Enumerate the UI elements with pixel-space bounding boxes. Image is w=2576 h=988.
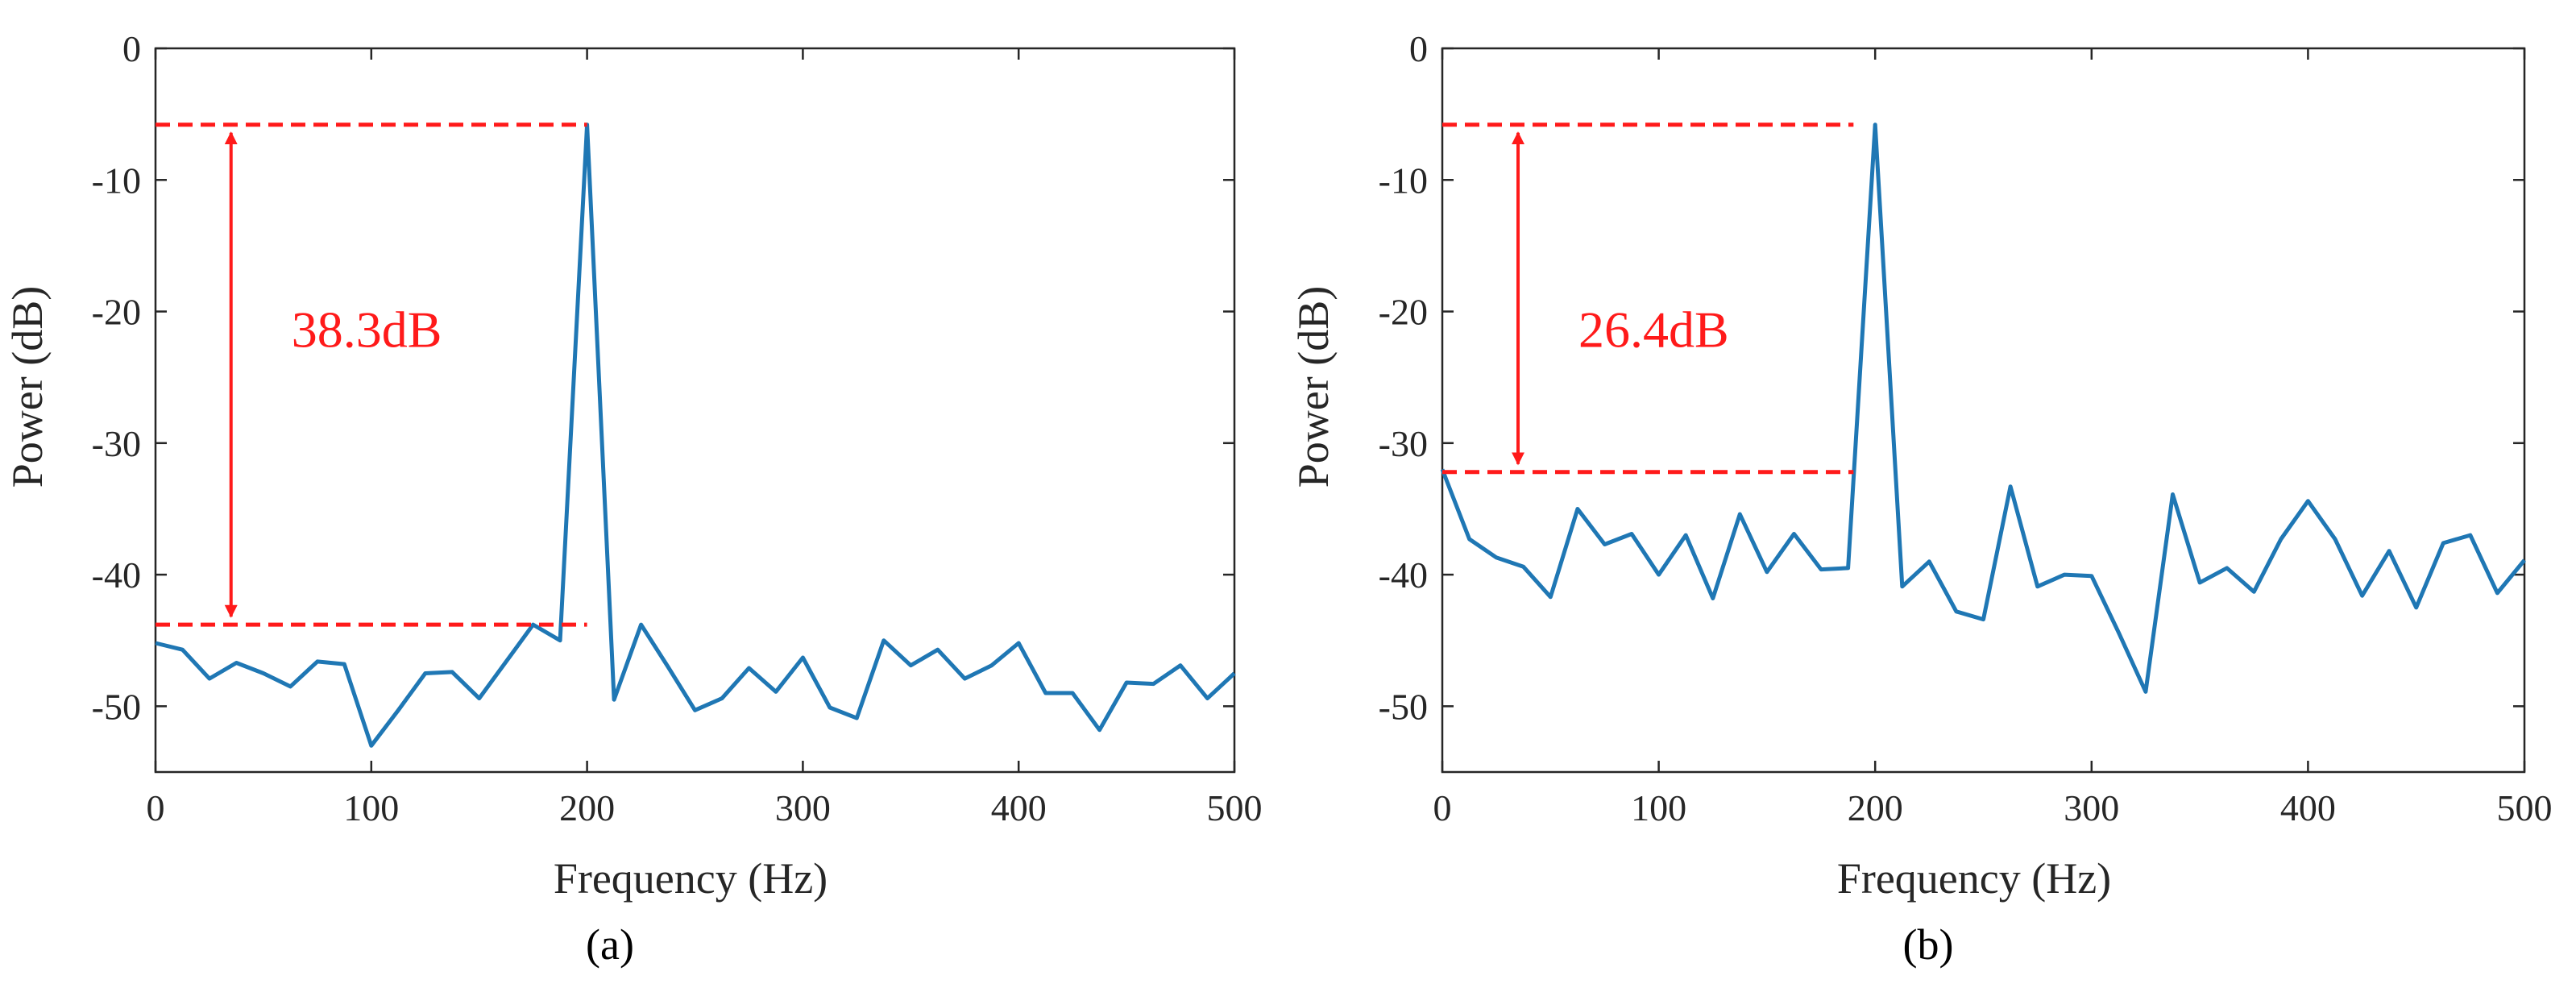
y-axis-label-b: Power (dB)	[1289, 286, 1338, 488]
y-tick-label-b: -50	[1379, 686, 1428, 727]
series-line-b	[1440, 122, 2526, 694]
y-axis-label-a: Power (dB)	[3, 286, 52, 488]
series-line-a	[155, 122, 1236, 748]
chart-panel-a: 0 100 200 300 400 500 0 -10 -20 -30 -40 -50 38.3dB P…	[3, 28, 1263, 969]
x-tick-label-b: 100	[1631, 787, 1686, 828]
y-tick-label-a: -50	[92, 686, 141, 727]
x-tick-label-b: 200	[1848, 787, 1903, 828]
plot-area-a: 0 100 200 300 400 500 0 -10 -20 -30 -40 -50 38.3dB	[92, 28, 1263, 828]
y-tick-label-a: 0	[122, 28, 141, 69]
x-tick-label-b: 400	[2280, 787, 2336, 828]
x-tick-label-a: 500	[1207, 787, 1263, 828]
caption-a: (a)	[586, 920, 634, 969]
x-axis-label-a: Frequency (Hz)	[554, 854, 828, 903]
x-tick-label-b: 300	[2064, 787, 2119, 828]
y-tick-label-b: -40	[1379, 554, 1428, 596]
x-tick-label-b: 0	[1433, 787, 1452, 828]
caption-b: (b)	[1903, 920, 1954, 969]
annotation-label-b: 26.4dB	[1578, 301, 1729, 359]
y-tick-label-b: 0	[1409, 28, 1428, 69]
plot-area-b: 0 100 200 300 400 500 0 -10 -20 -30 -40 -50 26.4dB	[1379, 28, 2553, 828]
y-tick-label-a: -20	[92, 292, 141, 333]
y-tick-label-b: -20	[1379, 292, 1428, 333]
y-tick-label-b: -10	[1379, 160, 1428, 201]
axes-box-a	[154, 47, 1236, 774]
x-tick-label-a: 0	[147, 787, 165, 828]
annotation-label-a: 38.3dB	[292, 301, 442, 359]
y-tick-label-a: -30	[92, 423, 141, 464]
y-tick-label-b: -30	[1379, 423, 1428, 464]
x-tick-label-a: 200	[559, 787, 615, 828]
chart-panel-b: 0 100 200 300 400 500 0 -10 -20 -30 -40 -50 26.4dB P…	[1289, 28, 2553, 969]
x-tick-label-a: 300	[775, 787, 831, 828]
x-axis-label-b: Frequency (Hz)	[1837, 854, 2111, 903]
x-tick-label-b: 500	[2497, 787, 2553, 828]
y-tick-label-a: -40	[92, 554, 141, 596]
axes-box-b	[1441, 47, 2526, 774]
y-tick-label-a: -10	[92, 160, 141, 201]
x-tick-label-a: 400	[991, 787, 1047, 828]
x-tick-label-a: 100	[343, 787, 399, 828]
